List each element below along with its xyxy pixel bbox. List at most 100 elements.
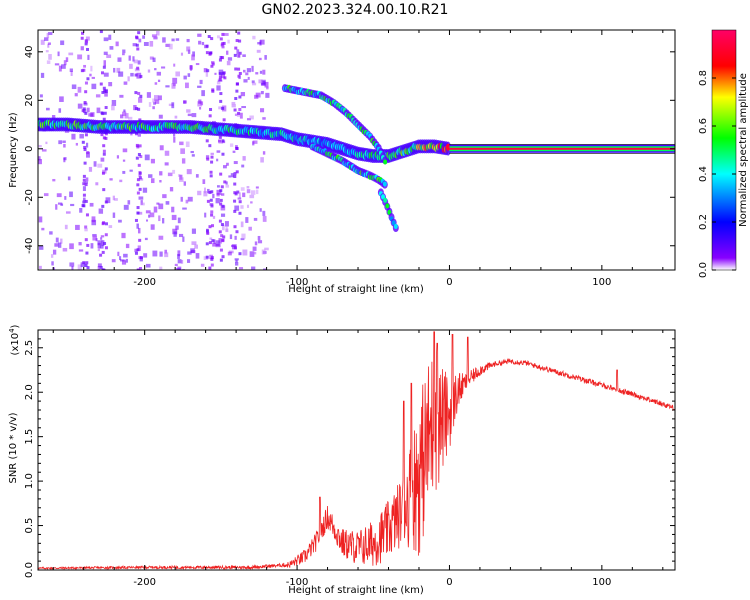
noise-cell — [47, 44, 50, 48]
noise-cell — [227, 251, 232, 256]
noise-cell — [183, 181, 186, 186]
noise-cell — [86, 266, 90, 270]
noise-cell — [88, 166, 93, 172]
y-tick-label: -20 — [24, 189, 35, 205]
noise-cell — [238, 72, 242, 76]
noise-cell — [127, 76, 130, 82]
noise-cell — [177, 250, 181, 257]
spectrogram-x-ticks: -200 -100 0 100 — [52, 30, 664, 288]
noise-cell — [150, 158, 155, 164]
noise-cell — [138, 118, 142, 122]
noise-cell — [135, 143, 139, 147]
noise-cell — [58, 108, 62, 113]
noise-cell — [257, 235, 261, 241]
noise-cell — [38, 216, 43, 223]
noise-cell — [86, 77, 90, 81]
noise-cell — [137, 91, 141, 95]
noise-cell — [85, 213, 89, 217]
noise-cell — [138, 171, 142, 175]
noise-cell — [143, 253, 148, 258]
noise-cell — [212, 215, 216, 219]
snr-x-ticks: -200 -100 0 100 — [52, 330, 664, 588]
snr-multiplier-base: (x10 — [10, 333, 21, 356]
noise-cell — [246, 186, 250, 189]
noise-cell — [132, 56, 135, 62]
noise-cell — [210, 160, 214, 164]
noise-cell — [204, 212, 207, 218]
noise-cell — [95, 94, 101, 98]
noise-cell — [157, 95, 162, 101]
noise-cell — [215, 240, 220, 246]
noise-cell — [46, 32, 50, 39]
noise-cell — [243, 79, 248, 83]
noise-cell — [91, 219, 97, 226]
noise-cell — [252, 140, 258, 144]
noise-cell — [111, 259, 116, 263]
noise-cell — [205, 242, 209, 246]
noise-cell — [197, 101, 202, 107]
noise-cell — [90, 65, 93, 72]
noise-cell — [238, 192, 241, 199]
noise-cell — [152, 57, 156, 63]
noise-cell — [43, 193, 49, 197]
noise-cell — [209, 170, 213, 174]
noise-cell — [139, 74, 143, 78]
noise-cell — [52, 267, 56, 270]
noise-cell — [100, 111, 104, 115]
noise-cell — [229, 234, 233, 240]
secondary-track-cell — [385, 203, 390, 209]
noise-cell — [153, 101, 157, 105]
noise-cell — [210, 64, 214, 68]
noise-cell — [214, 72, 217, 75]
noise-cell — [39, 265, 42, 269]
noise-cell — [234, 235, 237, 240]
noise-cell — [209, 237, 213, 240]
noise-cell — [69, 191, 73, 198]
noise-cell — [85, 40, 89, 44]
noise-cell — [95, 182, 99, 186]
noise-cell — [208, 190, 212, 194]
noise-cell — [91, 216, 96, 223]
noise-cell — [234, 97, 238, 101]
noise-cell — [99, 82, 103, 86]
noise-cell — [187, 49, 191, 54]
noise-cell — [156, 30, 160, 36]
noise-cell — [92, 235, 97, 241]
noise-cell — [123, 81, 128, 85]
noise-cell — [226, 50, 229, 55]
noise-cell — [125, 243, 130, 249]
noise-cell — [52, 249, 57, 255]
noise-cell — [198, 99, 202, 104]
noise-cell — [218, 72, 222, 76]
noise-cell — [249, 251, 255, 257]
noise-cell — [256, 49, 261, 53]
noise-cell — [182, 236, 185, 242]
y-tick-label: 2.0 — [24, 384, 35, 400]
noise-cell — [136, 66, 140, 70]
noise-cell — [84, 238, 88, 242]
noise-cell — [58, 242, 62, 248]
noise-cell — [186, 169, 192, 175]
noise-cell — [248, 226, 252, 231]
main-track-cell — [445, 143, 451, 151]
noise-cell — [111, 99, 117, 106]
noise-cell — [190, 150, 194, 154]
noise-cell — [149, 56, 154, 60]
noise-cell — [100, 235, 105, 238]
noise-cell — [187, 251, 192, 255]
noise-cell — [81, 140, 85, 144]
noise-cell — [215, 243, 221, 248]
noise-cell — [237, 74, 241, 78]
noise-cell — [69, 68, 73, 72]
snr-multiplier: (x104) — [8, 324, 21, 355]
noise-cell — [172, 169, 176, 174]
noise-cell — [220, 223, 224, 227]
noise-cell — [225, 184, 230, 188]
noise-cell — [103, 60, 107, 67]
noise-cell — [56, 193, 62, 198]
noise-cell — [97, 242, 101, 249]
noise-cell — [87, 54, 90, 60]
noise-cell — [121, 232, 126, 239]
noise-cell — [249, 194, 255, 199]
noise-cell — [190, 248, 195, 253]
